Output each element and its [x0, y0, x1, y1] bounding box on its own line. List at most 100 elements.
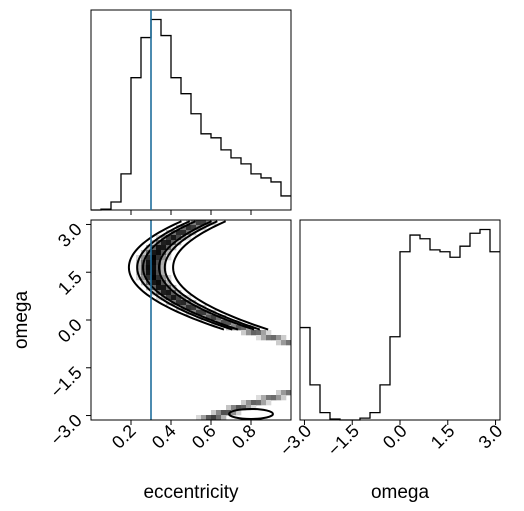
density-cell [281, 390, 287, 396]
density-cell [236, 405, 242, 411]
density-contour [136, 220, 233, 331]
density-cell [286, 390, 292, 396]
density-cell [156, 285, 162, 291]
density-cell [251, 405, 257, 411]
density-cell [276, 335, 282, 341]
omega-x-tick-label: 0.0 [379, 421, 411, 453]
density-cell [176, 235, 182, 241]
density-cell [256, 400, 262, 406]
density-cell [196, 310, 202, 316]
eccentricity-omega-density [127, 220, 292, 421]
density-cell [271, 395, 277, 401]
density-cell [251, 400, 257, 406]
density-cell [266, 395, 272, 401]
density-cell [276, 340, 282, 346]
density-contour [172, 220, 269, 331]
density-contour [157, 220, 255, 331]
density-cell [266, 335, 272, 341]
density-cell [151, 280, 157, 286]
density-cell [166, 235, 172, 241]
density-cell [226, 405, 232, 411]
density-cell [181, 295, 187, 301]
density-cell [186, 305, 192, 311]
density-cell [276, 395, 282, 401]
ecc-x-tick-label: 0.4 [148, 421, 180, 453]
density-cell [171, 295, 177, 301]
density-cell [241, 330, 247, 336]
density-cell [201, 310, 207, 316]
density-cell [161, 255, 167, 261]
density-cell [151, 275, 157, 281]
omega-histogram [300, 228, 500, 421]
density-cell [151, 265, 157, 271]
density-cell [181, 230, 187, 236]
density-cell [156, 250, 162, 256]
density-cell [206, 415, 212, 421]
density-cell [166, 240, 172, 246]
density-cell [161, 240, 167, 246]
omega-y-tick-label: 0.0 [54, 315, 86, 347]
density-cell [256, 395, 262, 401]
density-cell [206, 315, 212, 321]
density-cell [161, 290, 167, 296]
density-cell [251, 330, 257, 336]
density-cell [146, 255, 152, 261]
density-cell [151, 270, 157, 276]
omega-y-tick-label: −1.5 [47, 362, 86, 401]
density-contour [127, 220, 225, 331]
omega-y-tick-label: 1.5 [54, 267, 86, 299]
density-cell [281, 340, 287, 346]
omega-x-tick-label: −3.0 [276, 421, 315, 460]
density-cell [166, 295, 172, 301]
density-cell [201, 415, 207, 421]
density-cell [236, 325, 242, 331]
ecc-x-tick-label: 0.2 [108, 421, 140, 453]
density-cell [286, 340, 292, 346]
density-cell [161, 270, 167, 276]
density-cell [186, 235, 192, 241]
density-cell [176, 230, 182, 236]
density-cell [146, 245, 152, 251]
omega-x-tick-label: 3.0 [475, 421, 507, 453]
y-axis-label-omega: omega [11, 291, 32, 350]
density-cell [231, 405, 237, 411]
density-cell [216, 410, 222, 416]
density-cell [261, 335, 267, 341]
density-cell [176, 300, 182, 306]
eccentricity-histogram-frame [90, 9, 292, 211]
density-cell [241, 400, 247, 406]
density-cell [201, 220, 207, 226]
density-cell [156, 245, 162, 251]
density-cell [246, 405, 252, 411]
density-cell [226, 320, 232, 326]
density-cell [146, 275, 152, 281]
density-cell [166, 280, 172, 286]
density-contour [228, 407, 274, 420]
density-cell [166, 275, 172, 281]
density-cell [191, 305, 197, 311]
eccentricity-histogram-step-line [91, 18, 291, 211]
density-cell [261, 330, 267, 336]
density-cell [161, 275, 167, 281]
density-cell [241, 325, 247, 331]
omega-y-tick-label: 3.0 [54, 219, 86, 251]
density-cell [216, 415, 222, 421]
density-cell [241, 405, 247, 411]
density-cell [161, 285, 167, 291]
density-cell [151, 250, 157, 256]
density-cell [151, 255, 157, 261]
density-cell [246, 330, 252, 336]
density-cell [191, 225, 197, 231]
density-cell [161, 245, 167, 251]
density-cell [176, 290, 182, 296]
density-cell [211, 415, 217, 421]
density-cell [261, 400, 267, 406]
x-axis-label-omega: omega [371, 482, 430, 503]
ecc-x-tick-label: 0.6 [188, 421, 220, 453]
density-cell [161, 295, 167, 301]
joint-density-border [90, 219, 292, 421]
density-cell [146, 270, 152, 276]
density-cell [281, 395, 287, 401]
density-cell [271, 335, 277, 341]
